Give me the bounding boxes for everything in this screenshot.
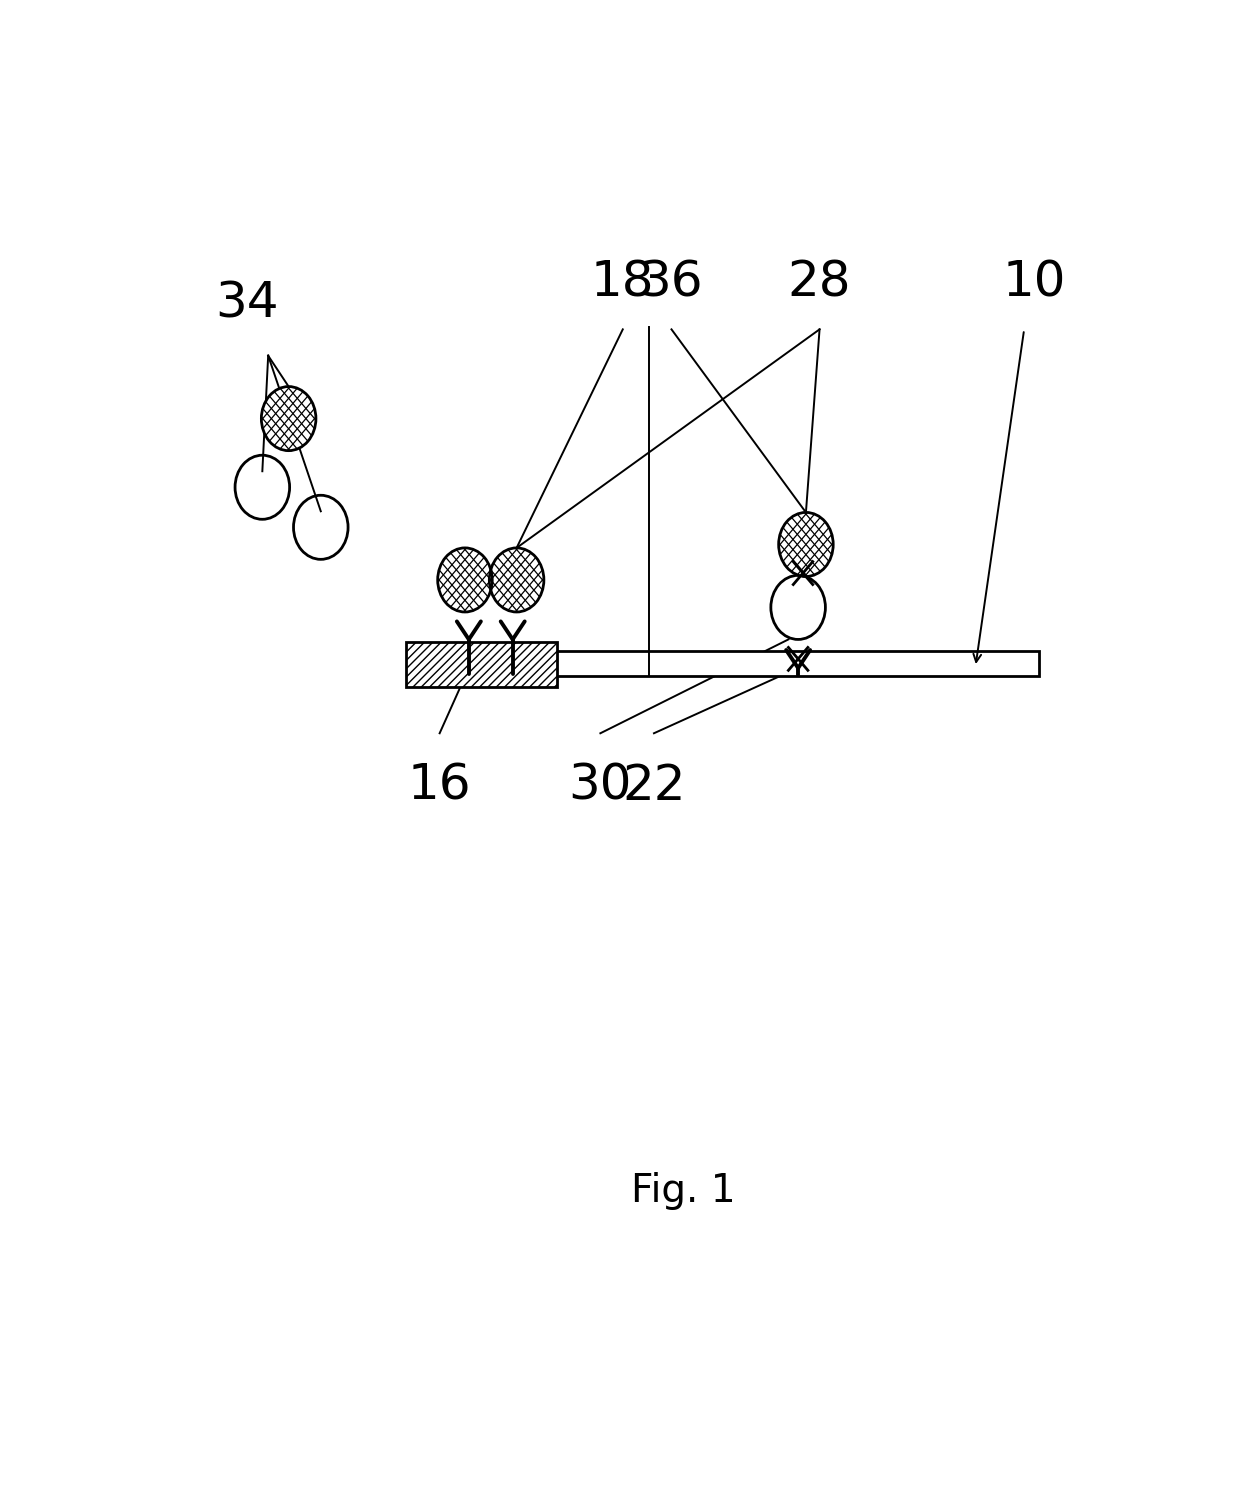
Text: 10: 10 bbox=[1002, 259, 1066, 306]
Circle shape bbox=[261, 386, 316, 450]
Circle shape bbox=[778, 513, 833, 577]
Circle shape bbox=[489, 548, 544, 612]
Text: 30: 30 bbox=[568, 762, 632, 810]
FancyBboxPatch shape bbox=[435, 651, 1038, 676]
FancyBboxPatch shape bbox=[406, 642, 557, 688]
Text: 18: 18 bbox=[591, 259, 655, 306]
Text: 34: 34 bbox=[215, 279, 279, 327]
Text: Fig. 1: Fig. 1 bbox=[631, 1172, 735, 1210]
Text: 22: 22 bbox=[622, 762, 686, 810]
Text: 16: 16 bbox=[407, 762, 471, 810]
Circle shape bbox=[437, 548, 493, 612]
Text: 36: 36 bbox=[640, 259, 704, 306]
Text: 28: 28 bbox=[788, 259, 851, 306]
